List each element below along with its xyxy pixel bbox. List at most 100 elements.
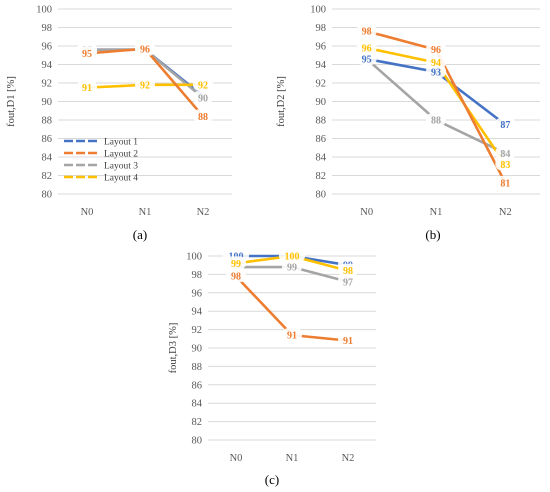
x-tick-label: N2 [342, 453, 355, 464]
data-label-bg [193, 90, 213, 104]
data-label: 96 [362, 43, 372, 54]
data-label-bg [495, 175, 516, 189]
data-label-bg [495, 117, 516, 131]
y-tick-label: 94 [316, 60, 327, 71]
data-label: 92 [140, 80, 150, 91]
chart-panel-a: 80 82 84 86 88 90 92 94 96 98 100 N0 N1 N2 fout,D1 [%]… [6, 5, 232, 242]
data-label-bg [193, 109, 213, 123]
data-label-bg [426, 55, 446, 69]
legend-entry: Layout 2 [104, 150, 138, 160]
data-label: 83 [500, 160, 510, 171]
data-label: 96 [140, 44, 150, 55]
panel-label: (a) [133, 227, 147, 242]
y-tick-label: 100 [310, 5, 326, 16]
y-tick-label: 100 [186, 252, 202, 263]
data-label-bg [135, 77, 155, 91]
y-tick-label: 86 [192, 380, 203, 391]
y-axis-label: fout,D3 [%] [168, 323, 179, 374]
data-label: 91 [82, 83, 92, 94]
y-tick-label: 94 [42, 60, 53, 71]
data-label-bg [356, 40, 377, 54]
y-tick-label: 82 [192, 417, 203, 428]
data-label-bg [338, 263, 358, 277]
y-tick-label: 98 [316, 23, 327, 34]
data-label: 96 [431, 45, 441, 56]
data-label: 94 [431, 58, 441, 69]
y-tick-label: 88 [316, 116, 327, 127]
data-label: 93 [431, 67, 441, 78]
data-label-bg [495, 157, 516, 171]
y-tick-label: 84 [192, 399, 203, 410]
y-tick-label: 90 [192, 344, 203, 355]
data-label: 98 [362, 27, 372, 38]
y-tick-label: 98 [42, 23, 53, 34]
y-tick-label: 92 [192, 325, 203, 336]
y-tick-label: 88 [192, 362, 203, 373]
data-label-bg [426, 113, 446, 126]
chart-panel-b: 80 82 84 86 88 90 92 94 96 98 100 N0 N1 N2 fout,D2 [%]… [276, 5, 540, 242]
x-tick-label: N2 [499, 207, 512, 218]
data-label-bg [356, 24, 377, 38]
data-label: 88 [431, 116, 441, 127]
x-tick-label: N0 [81, 207, 94, 218]
x-tick-label: N1 [286, 453, 299, 464]
data-label-bg [193, 77, 213, 91]
data-label-bg [282, 260, 302, 274]
data-label-bg [338, 333, 358, 347]
data-label-bg [226, 269, 246, 283]
y-tick-label: 86 [316, 134, 327, 145]
x-tick-label: N0 [360, 207, 373, 218]
x-tick-label: N0 [230, 453, 243, 464]
y-tick-label: 96 [316, 42, 327, 53]
legend-entry: Layout 3 [104, 162, 138, 172]
data-label-bg [426, 42, 446, 56]
panel-label: (b) [425, 227, 440, 242]
x-tick-label: N2 [197, 207, 210, 218]
data-label: 99 [231, 259, 241, 270]
data-label-bg [77, 46, 97, 60]
y-tick-label: 96 [192, 288, 203, 299]
y-tick-label: 80 [192, 436, 203, 447]
data-label: 81 [500, 178, 510, 189]
x-tick-label: N1 [430, 207, 443, 218]
y-tick-label: 84 [42, 153, 53, 164]
data-label-bg [282, 328, 302, 342]
y-tick-label: 96 [42, 42, 53, 53]
data-label: 100 [285, 252, 300, 263]
data-label-bg [279, 249, 305, 262]
legend-entry: Layout 1 [104, 138, 138, 148]
data-label: 88 [198, 112, 208, 123]
data-label: 91 [287, 331, 297, 342]
y-tick-label: 88 [42, 116, 53, 127]
panel-label: (c) [265, 472, 279, 487]
y-tick-label: 90 [42, 97, 53, 108]
chart-panel-c: 80 82 84 86 88 90 92 94 96 98 100 N0 N1 N2 fout,D3 [%]… [168, 249, 376, 487]
y-tick-label: 92 [42, 79, 53, 90]
y-tick-label: 98 [192, 270, 203, 281]
y-tick-label: 90 [316, 97, 327, 108]
y-tick-label: 82 [316, 171, 327, 182]
y-tick-label: 80 [316, 190, 327, 201]
data-label-bg [356, 51, 377, 65]
y-tick-label: 80 [42, 190, 53, 201]
data-label: 91 [343, 336, 353, 347]
y-tick-label: 82 [42, 171, 53, 182]
data-label: 97 [343, 277, 353, 288]
y-tick-label: 84 [316, 153, 327, 164]
y-tick-label: 94 [192, 307, 203, 318]
data-label-bg [77, 80, 97, 94]
data-label: 95 [82, 49, 92, 60]
data-label: 92 [198, 80, 208, 91]
data-label: 84 [500, 149, 510, 160]
y-tick-label: 92 [316, 79, 327, 90]
y-axis-label: fout,D1 [%] [6, 76, 17, 127]
data-label: 98 [231, 272, 241, 283]
data-label-bg [338, 274, 358, 288]
data-label-bg [495, 146, 516, 160]
data-label-bg [226, 256, 246, 270]
legend-entry: Layout 4 [104, 174, 138, 184]
data-label: 99 [287, 263, 297, 274]
data-label: 98 [343, 266, 353, 277]
data-label: 87 [500, 120, 510, 131]
